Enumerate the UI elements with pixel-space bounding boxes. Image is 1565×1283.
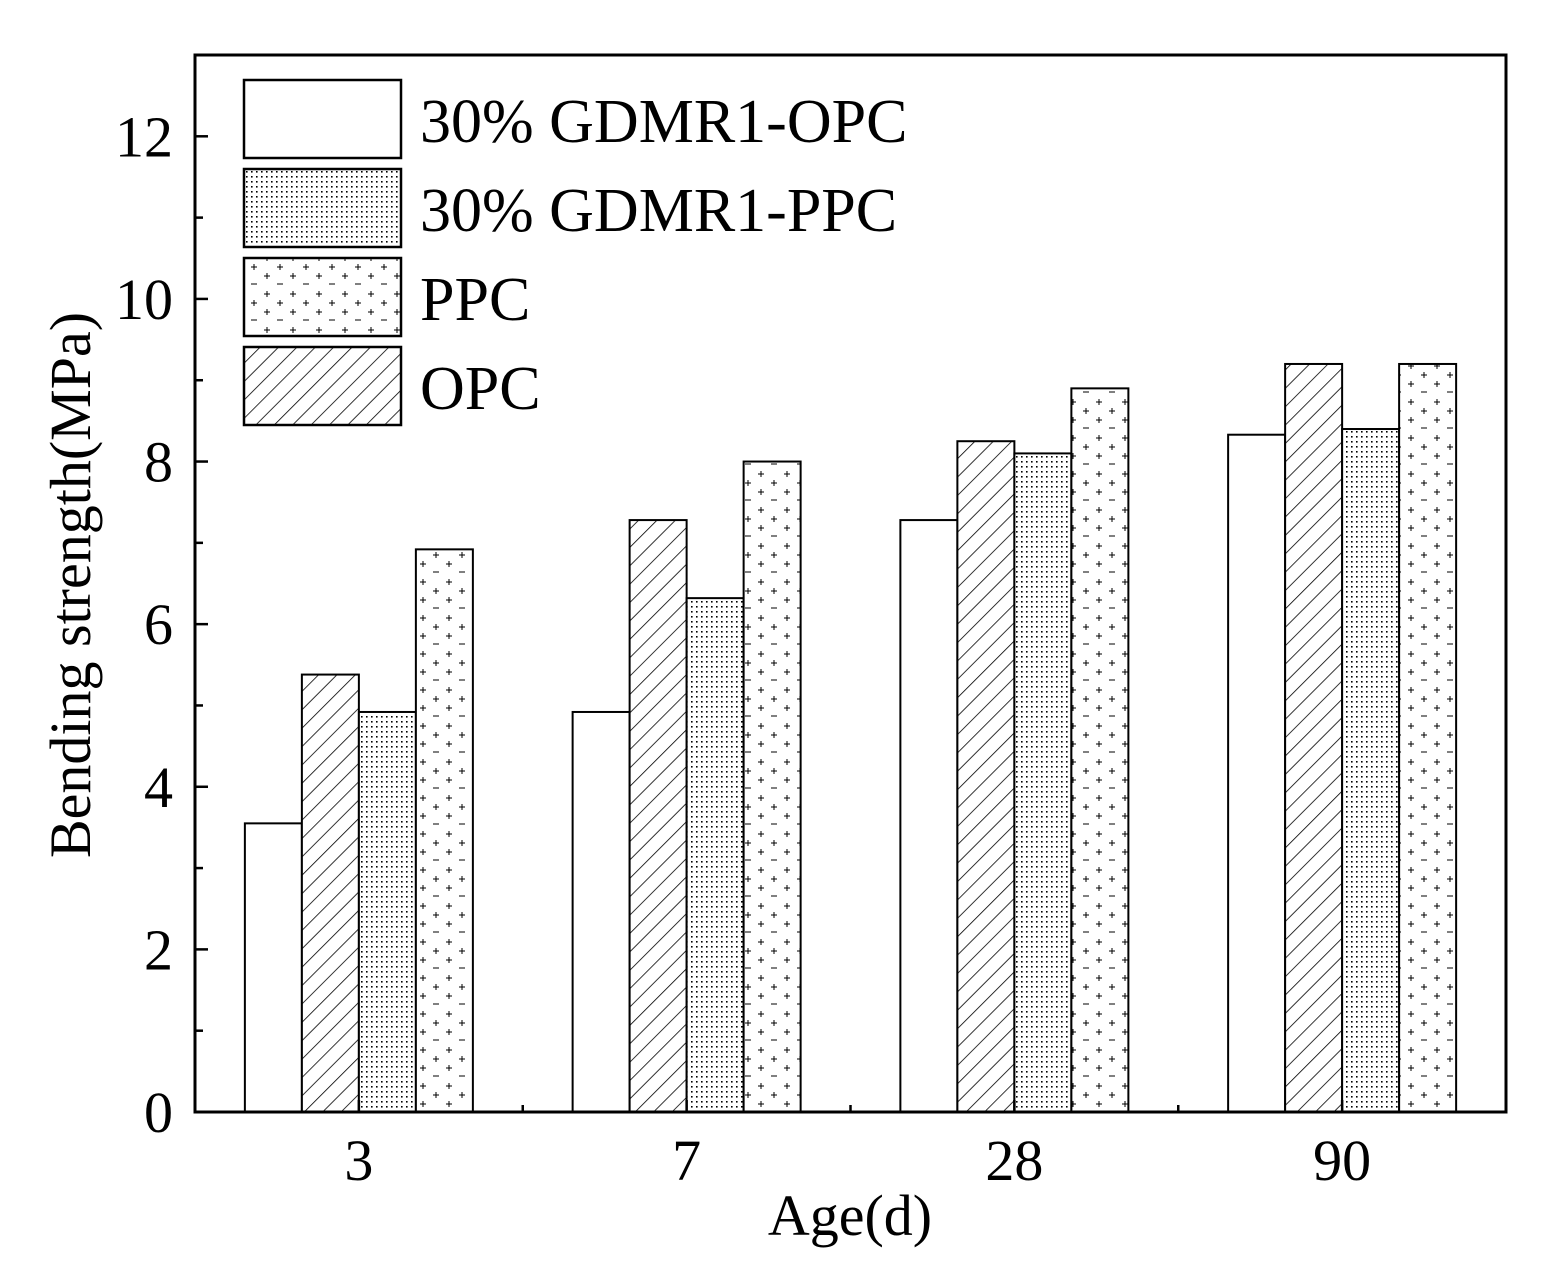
x-tick-label: 28: [985, 1128, 1043, 1193]
bar: [628, 519, 688, 1113]
y-tick-label: 10: [115, 267, 173, 332]
legend-swatch: [242, 256, 403, 338]
bar: [1227, 433, 1287, 1113]
y-tick-label: 2: [144, 917, 173, 982]
legend-swatch: [242, 78, 403, 160]
x-tick-label: 90: [1313, 1128, 1371, 1193]
bar: [357, 710, 417, 1113]
bar: [1284, 362, 1344, 1113]
legend-label: PPC: [420, 266, 530, 334]
bar: [742, 460, 802, 1113]
bar: [1070, 387, 1130, 1114]
legend: 30% GDMR1-OPC 30% GDMR1-PPC PPC OPC: [242, 78, 907, 427]
x-axis-label: Age(d): [768, 1183, 932, 1248]
legend-swatch: [242, 167, 403, 249]
y-axis-label: Bending strength(MPa): [38, 312, 103, 858]
y-tick-label: 4: [144, 755, 173, 820]
bar: [300, 673, 360, 1114]
x-tick-label: 7: [672, 1128, 701, 1193]
legend-label: 30% GDMR1-PPC: [420, 177, 897, 245]
y-tick-label: 0: [144, 1080, 173, 1145]
x-axis: 3 7 28 90: [344, 1100, 1371, 1193]
legend-label: OPC: [420, 355, 541, 423]
x-tick-label: 3: [344, 1128, 373, 1193]
bar: [414, 548, 474, 1113]
bars-layer: [243, 362, 1458, 1114]
bar: [899, 519, 959, 1113]
y-tick-label: 6: [144, 592, 173, 657]
bar: [1341, 428, 1401, 1113]
bar: [685, 597, 745, 1113]
bar: [1398, 362, 1458, 1113]
legend-label: 30% GDMR1-OPC: [420, 88, 907, 156]
bar: [243, 822, 303, 1113]
y-tick-label: 8: [144, 430, 173, 495]
y-tick-label: 12: [115, 104, 173, 169]
bar: [571, 710, 631, 1113]
bar: [956, 440, 1016, 1113]
legend-swatch: [242, 345, 403, 427]
bar: [1013, 452, 1073, 1113]
y-axis: 0 2 4 6 8 10 12: [115, 104, 208, 1145]
